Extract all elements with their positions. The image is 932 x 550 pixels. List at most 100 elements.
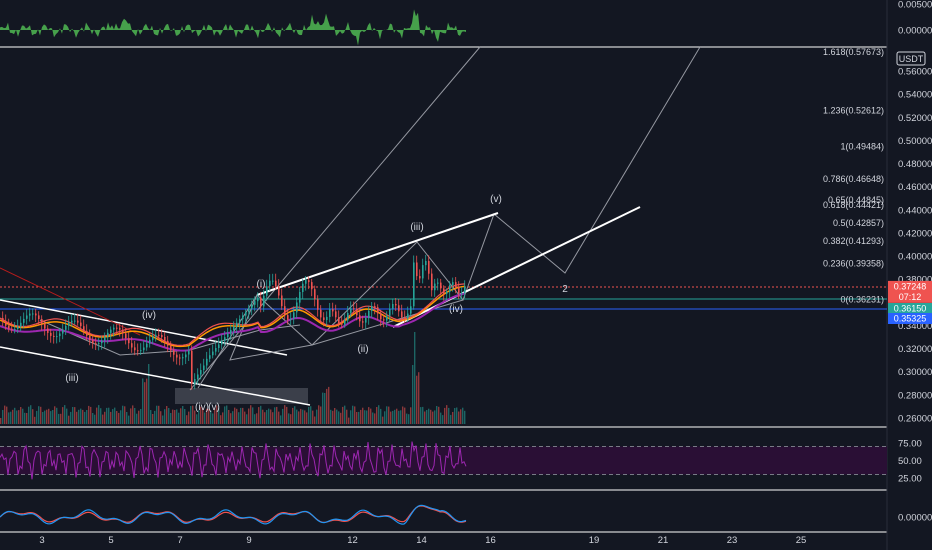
- time-x-tick: 5: [108, 535, 113, 546]
- candle-body: [329, 309, 331, 317]
- volume-bar: [450, 414, 452, 424]
- candle-body: [431, 273, 433, 291]
- volume-bar: [168, 408, 170, 424]
- candle-body: [110, 329, 112, 333]
- candle-body: [425, 261, 427, 266]
- volume-bar: [148, 364, 150, 424]
- candle-body: [332, 309, 334, 312]
- candle-body: [224, 337, 226, 341]
- wave-label: (iv): [449, 304, 463, 315]
- volume-bar: [188, 411, 190, 424]
- volume-bar: [322, 392, 324, 424]
- price-y-tick: 0.30000: [898, 367, 932, 378]
- volume-bar: [136, 413, 138, 424]
- candle-body: [68, 322, 70, 326]
- candle-body: [182, 357, 184, 359]
- candle-body: [419, 276, 421, 279]
- candle-body: [269, 280, 271, 287]
- volume-bar: [218, 408, 220, 424]
- candle-body: [461, 292, 463, 294]
- candle-body: [98, 343, 100, 345]
- volume-bar: [112, 409, 114, 424]
- volume-bar: [222, 412, 224, 424]
- candle-body: [464, 286, 466, 293]
- volume-bar: [2, 410, 4, 424]
- candle-body: [305, 280, 307, 284]
- candle-body: [326, 316, 328, 320]
- volume-bar: [62, 407, 64, 424]
- price-y-tick: 0.32000: [898, 344, 932, 355]
- volume-bar: [34, 416, 36, 424]
- volume-bar: [388, 406, 390, 424]
- volume-bar: [460, 409, 462, 424]
- candle-body: [392, 304, 394, 309]
- candle-body: [374, 306, 376, 308]
- volume-bar: [198, 410, 200, 424]
- candle-body: [362, 321, 364, 323]
- volume-bar: [74, 407, 76, 424]
- candle-body: [404, 317, 406, 319]
- volume-bar: [186, 415, 188, 424]
- candle-body: [191, 350, 193, 384]
- price-y-tick: 0.50000: [898, 136, 932, 147]
- candle-body: [83, 326, 85, 331]
- wave-label: (iii): [410, 222, 423, 233]
- candle-body: [368, 310, 370, 319]
- price-y-tick: 0.34000: [898, 321, 932, 332]
- volume-bar: [104, 411, 106, 424]
- volume-bar: [434, 410, 436, 424]
- volume-bar: [382, 416, 384, 424]
- price-y-tick: 0.52000: [898, 113, 932, 124]
- candle-body: [203, 365, 205, 370]
- volume-bar: [214, 408, 216, 424]
- volume-bar: [172, 409, 174, 424]
- volume-bar: [452, 412, 454, 424]
- price-y-tick: 0.48000: [898, 159, 932, 170]
- candle-body: [314, 289, 316, 300]
- volume-bar: [40, 406, 42, 424]
- candle-body: [377, 307, 379, 314]
- volume-bar: [298, 411, 300, 424]
- candle-body: [401, 311, 403, 318]
- volume-bar: [286, 406, 288, 424]
- volume-bar: [390, 411, 392, 424]
- oscillator-histogram: [0, 9, 466, 46]
- candle-body: [242, 315, 244, 320]
- candle-body: [50, 332, 52, 336]
- volume-bar: [106, 407, 108, 424]
- volume-bar: [352, 405, 354, 424]
- candle-body: [236, 322, 238, 327]
- volume-bar: [202, 408, 204, 424]
- price-y-tick: 0.40000: [898, 252, 932, 263]
- volume-bar: [380, 408, 382, 424]
- volume-bar: [44, 410, 46, 424]
- volume-bar: [68, 415, 70, 424]
- price-badge: [888, 303, 932, 314]
- volume-bar: [402, 406, 404, 424]
- volume-bar: [176, 409, 178, 424]
- candle-body: [158, 334, 160, 336]
- volume-bar: [16, 410, 18, 424]
- volume-bar: [0, 418, 2, 424]
- candle-body: [44, 323, 46, 329]
- candle-body: [320, 309, 322, 318]
- currency-badge-text: USDT: [899, 54, 924, 64]
- volume-bar: [362, 407, 364, 424]
- volume-bar: [84, 411, 86, 424]
- volume-bar: [274, 407, 276, 424]
- candle-body: [284, 306, 286, 316]
- volume-bar: [10, 411, 12, 424]
- volume-bar: [240, 407, 242, 424]
- volume-bar: [38, 406, 40, 424]
- volume-bar: [342, 406, 344, 424]
- volume-bar: [110, 411, 112, 424]
- candle-body: [233, 326, 235, 330]
- candle-body: [104, 336, 106, 341]
- candle-body: [20, 322, 22, 327]
- volume-bar: [226, 405, 228, 424]
- candle-body: [146, 343, 148, 348]
- volume-bar: [156, 405, 158, 424]
- wave-label: (iv): [195, 402, 209, 413]
